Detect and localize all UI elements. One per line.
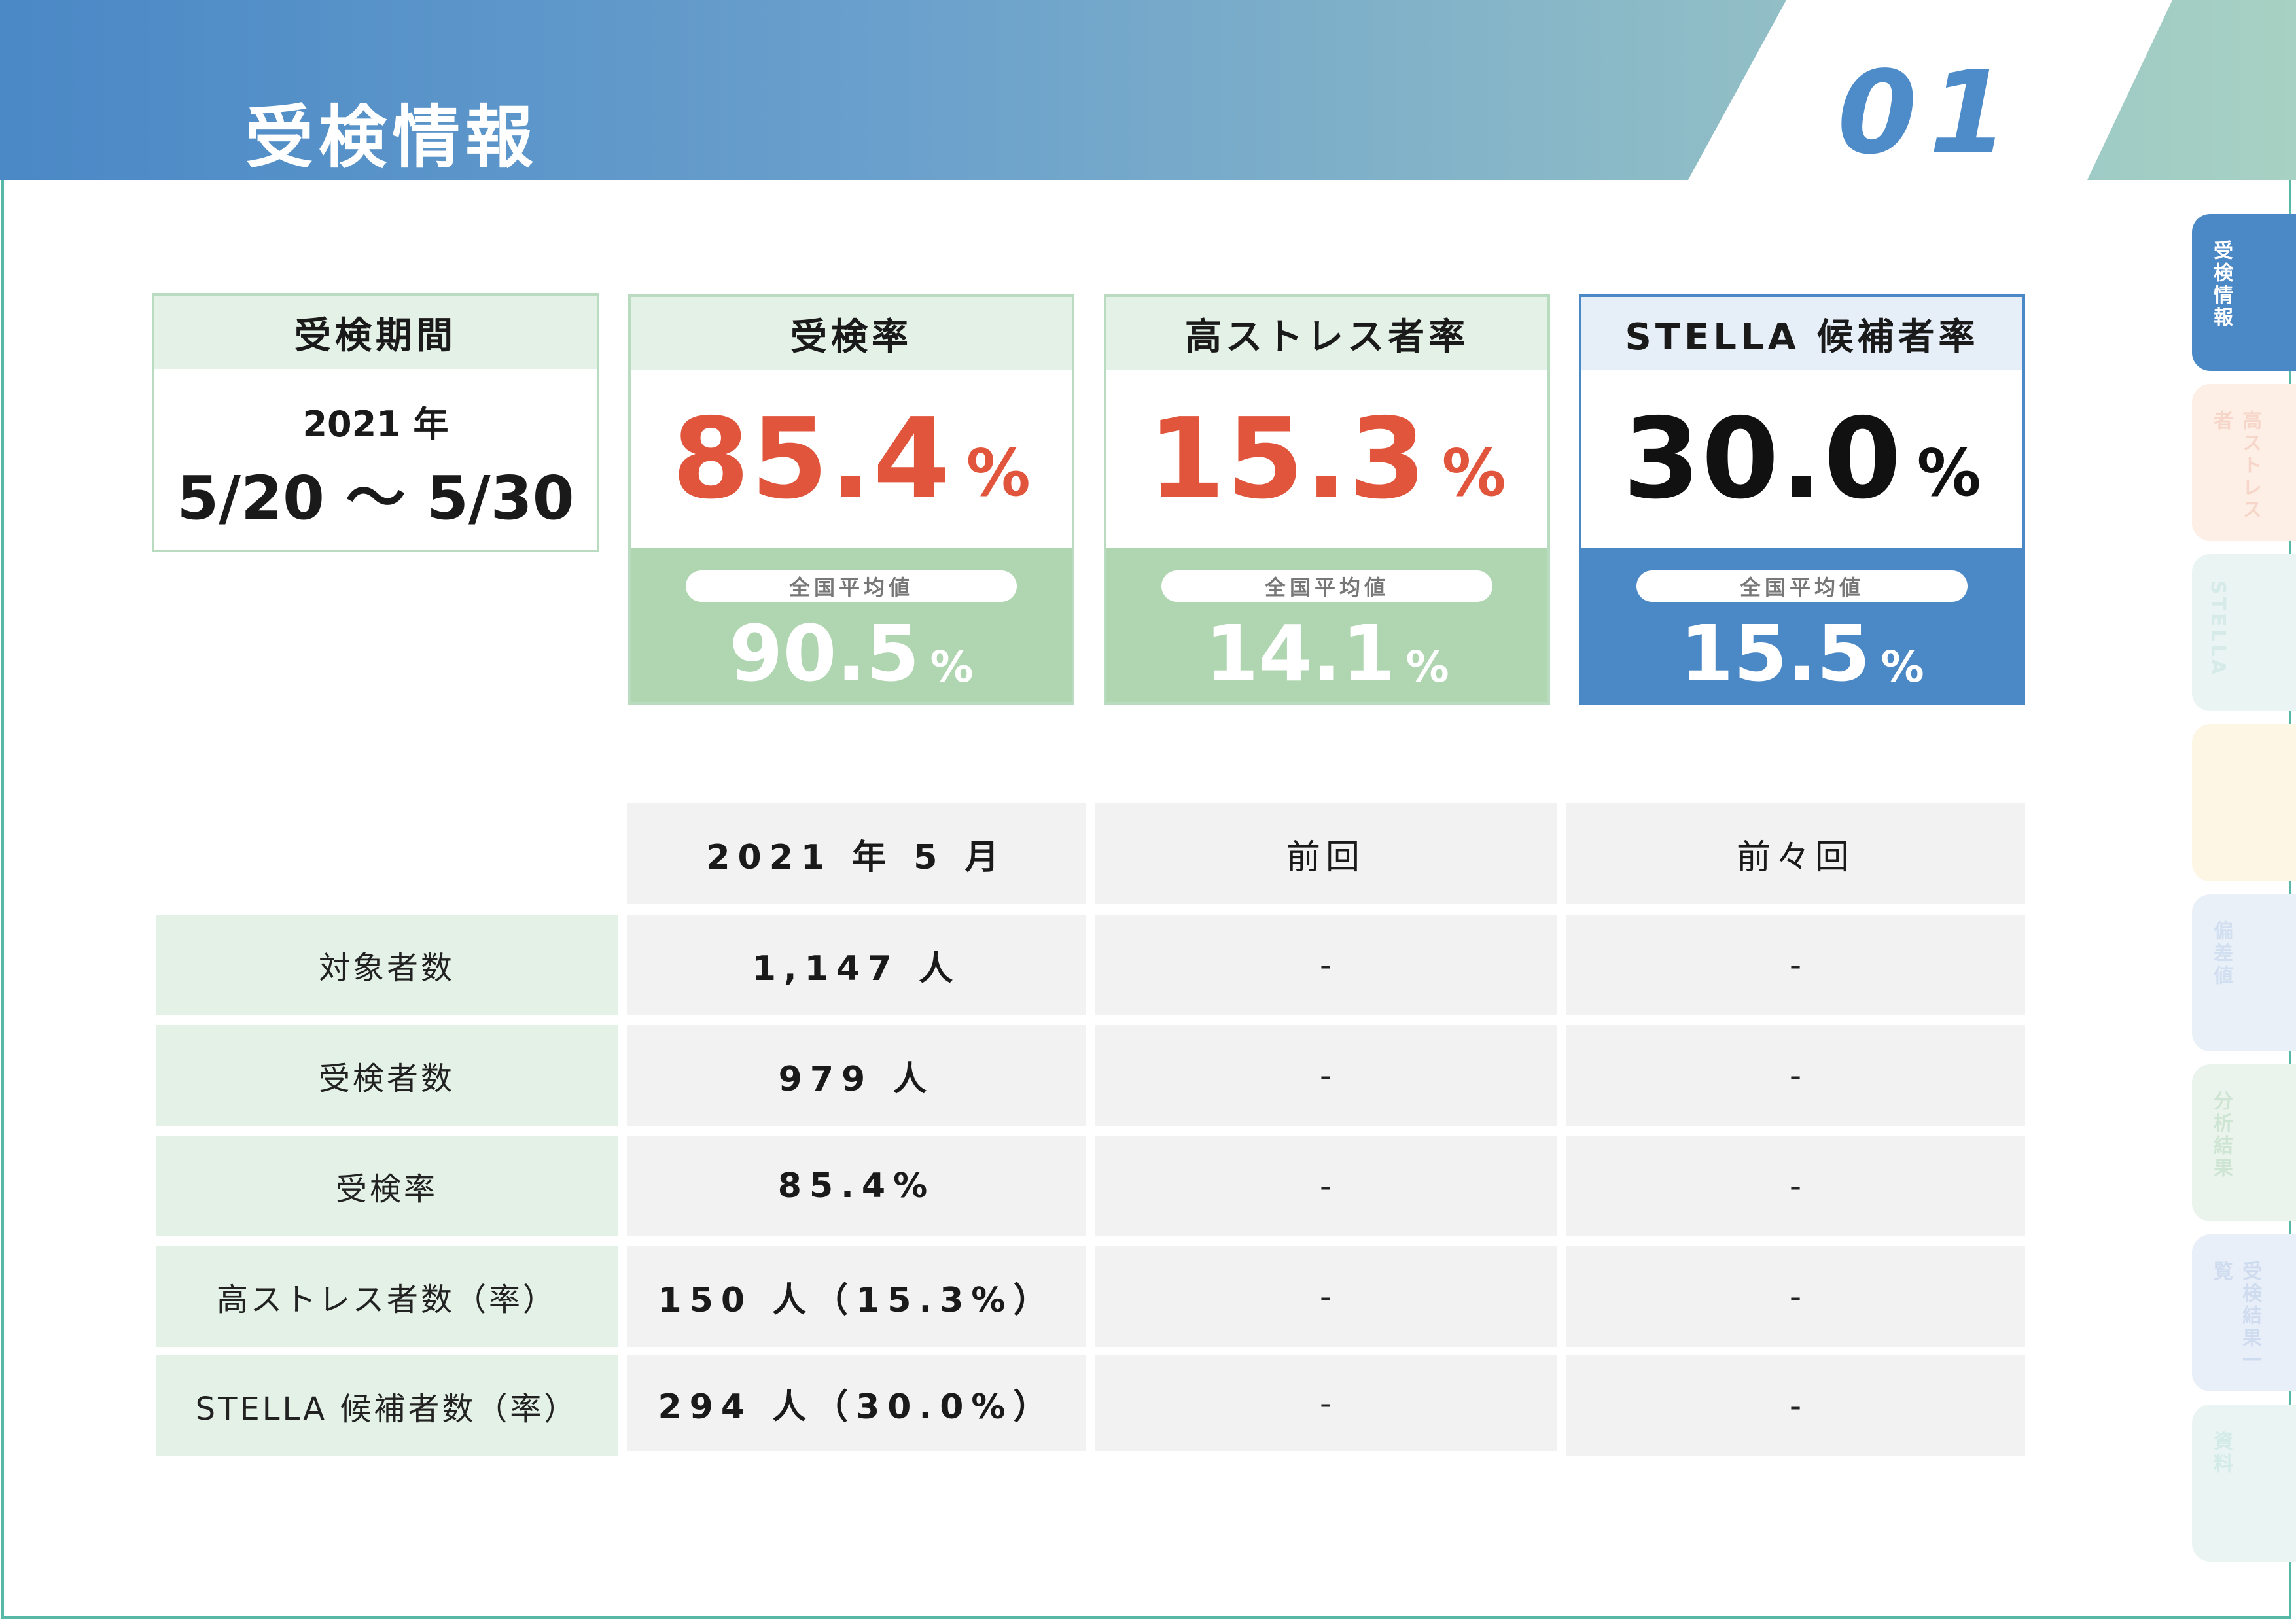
average-label: 全国平均値 — [1161, 570, 1492, 602]
side-tab-exam-info[interactable]: 受検情報 — [2192, 214, 2296, 371]
metric-value: 15.3 — [1148, 394, 1428, 524]
side-tab-label: 受検結果一覧 — [2210, 1261, 2261, 1372]
average-value: 15.5 — [1680, 608, 1871, 699]
table-cell: - — [1566, 915, 2025, 1015]
period-card: 受検期間 2021 年 5/20 ～ 5/30 — [152, 293, 599, 552]
side-tab-label: 偏差値 — [2210, 920, 2233, 987]
average-label: 全国平均値 — [686, 570, 1017, 602]
side-tab-label: 資料 — [2210, 1431, 2233, 1475]
metric-main: 15.3 % — [1106, 370, 1547, 548]
average-line: 15.5 % — [1581, 608, 2022, 699]
table-cell: - — [1095, 1136, 1557, 1236]
table-cell: - — [1566, 1025, 2025, 1126]
column-header-before-previous: 前々回 — [1566, 803, 2025, 904]
high-stress-rate-card: 高ストレス者率 15.3 % 全国平均値 14.1 % — [1104, 294, 1550, 705]
table-cell: - — [1566, 1136, 2025, 1236]
national-average: 全国平均値 14.1 % — [1106, 548, 1547, 702]
side-tab-label: 高ストレス者 — [2210, 410, 2261, 521]
average-line: 14.1 % — [1106, 608, 1547, 699]
average-unit: % — [930, 642, 974, 692]
metric-unit: % — [966, 436, 1031, 511]
metric-value: 30.0 — [1623, 394, 1903, 524]
average-value: 14.1 — [1205, 608, 1396, 699]
header-banner — [0, 0, 1786, 180]
side-tab-high-stress[interactable]: 高ストレス者 — [2192, 384, 2296, 541]
metric-label: 受検率 — [631, 297, 1072, 370]
page-title: 受検情報 — [245, 97, 539, 177]
metric-label: STELLA 候補者率 — [1581, 297, 2022, 370]
table-cell: 1,147 人 — [627, 915, 1086, 1015]
stella-rate-card: STELLA 候補者率 30.0 % 全国平均値 15.5 % — [1579, 294, 2025, 705]
row-label-high-stress: 高ストレス者数（率） — [156, 1246, 618, 1347]
row-label-examinees: 受検者数 — [156, 1025, 618, 1126]
table-cell: - — [1095, 915, 1557, 1015]
metric-unit: % — [1441, 436, 1506, 511]
table-cell: - — [1566, 1355, 2025, 1456]
side-tab-deviation[interactable]: 偏差値 — [2192, 894, 2296, 1051]
average-unit: % — [1405, 642, 1449, 692]
metric-value: 85.4 — [672, 394, 952, 524]
table-cell: - — [1095, 1025, 1557, 1126]
table-cell: 150 人（15.3%） — [627, 1246, 1086, 1347]
average-line: 90.5 % — [631, 608, 1072, 699]
side-tab-materials[interactable]: 資料 — [2192, 1405, 2296, 1562]
average-label: 全国平均値 — [1636, 570, 1968, 602]
column-header-current: 2021 年 5 月 — [627, 803, 1086, 904]
side-tab-label: STELLA — [2206, 580, 2229, 678]
side-tab-stella[interactable]: STELLA — [2192, 554, 2296, 711]
side-tab-label: 受検情報 — [2210, 240, 2233, 329]
column-header-previous: 前回 — [1095, 803, 1557, 904]
page-number: 01 — [1837, 47, 2021, 180]
metric-label: 高ストレス者率 — [1106, 297, 1547, 370]
average-unit: % — [1881, 642, 1924, 692]
row-label-stella: STELLA 候補者数（率） — [156, 1355, 618, 1456]
table-cell: - — [1095, 1246, 1557, 1347]
table-cell: 979 人 — [627, 1025, 1086, 1126]
exam-rate-card: 受検率 85.4 % 全国平均値 90.5 % — [628, 294, 1074, 705]
national-average: 全国平均値 15.5 % — [1581, 548, 2022, 702]
side-tab-results-list[interactable]: 受検結果一覧 — [2192, 1234, 2296, 1391]
metric-unit: % — [1916, 436, 1981, 511]
table-cell: - — [1566, 1246, 2025, 1347]
metric-main: 30.0 % — [1581, 370, 2022, 548]
period-label: 受検期間 — [154, 296, 597, 369]
table-cell: 85.4% — [627, 1136, 1086, 1236]
average-value: 90.5 — [729, 608, 920, 699]
period-year: 2021 年 — [302, 404, 449, 445]
side-tab-4[interactable] — [2192, 724, 2296, 881]
table-cell: - — [1095, 1355, 1557, 1451]
row-label-exam-rate: 受検率 — [156, 1136, 618, 1236]
period-range: 5/20 ～ 5/30 — [177, 463, 574, 533]
side-tab-analysis[interactable]: 分析結果 — [2192, 1064, 2296, 1221]
side-tab-label: 分析結果 — [2210, 1091, 2233, 1179]
metric-main: 85.4 % — [631, 370, 1072, 548]
national-average: 全国平均値 90.5 % — [631, 548, 1072, 702]
table-cell: 294 人（30.0%） — [627, 1355, 1086, 1451]
row-label-target: 対象者数 — [156, 915, 618, 1015]
